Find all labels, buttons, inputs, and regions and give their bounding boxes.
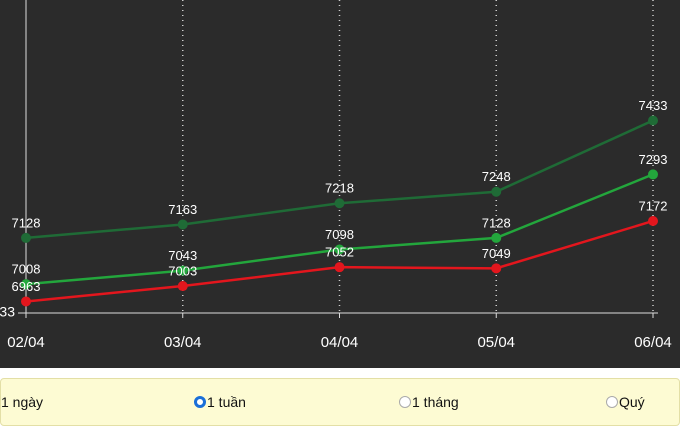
data-label: 7433 [639, 98, 668, 113]
radio[interactable] [194, 396, 206, 408]
data-label: 7052 [325, 245, 354, 260]
x-tick-label: 02/04 [7, 334, 45, 351]
chart-background [0, 0, 680, 368]
period-option[interactable]: 1 tuần [194, 394, 246, 410]
period-option[interactable]: Quý [606, 394, 645, 410]
data-point [491, 232, 502, 243]
data-point [491, 186, 502, 197]
data-label: 7098 [325, 227, 354, 242]
data-label: 7008 [12, 262, 41, 277]
data-point [177, 219, 188, 230]
data-point [648, 215, 658, 226]
data-label: 7043 [168, 248, 197, 263]
data-point [177, 281, 188, 292]
x-tick-label: 04/04 [321, 334, 359, 351]
option-label: Quý [619, 394, 645, 410]
data-label: 6963 [12, 279, 41, 294]
data-point [648, 115, 658, 126]
data-label: 7049 [482, 246, 511, 261]
data-label: 7293 [639, 152, 668, 167]
data-label: 7163 [168, 202, 197, 217]
chart: 33 02/04 03/04 04/04 05/04 06/04 7128 7163 7218 7… [0, 0, 680, 368]
radio[interactable] [399, 396, 411, 408]
data-point [334, 244, 345, 255]
option-label: 1 tuần [207, 394, 246, 410]
data-point [334, 262, 345, 273]
option-label: 1 ngày [1, 394, 44, 410]
period-option[interactable]: 1 tháng [399, 394, 459, 410]
y-tick-label: 33 [0, 304, 15, 320]
period-option[interactable]: 1 ngày [1, 394, 43, 410]
data-point [177, 265, 188, 276]
radio[interactable] [606, 396, 618, 408]
data-point [491, 263, 502, 274]
data-label: 7003 [168, 263, 197, 278]
data-point [648, 169, 658, 180]
period-selector: 1 ngày 1 tuần 1 tháng Quý [0, 378, 680, 426]
data-point [21, 279, 31, 290]
data-label: 7128 [482, 215, 511, 230]
data-label: 7172 [639, 198, 668, 213]
data-point [21, 232, 31, 243]
option-label: 1 tháng [412, 394, 459, 410]
data-point [21, 296, 31, 307]
data-label: 7128 [12, 215, 41, 230]
x-tick-label: 06/04 [634, 334, 672, 351]
data-label: 7218 [325, 181, 354, 196]
data-point [334, 198, 345, 209]
x-tick-label: 03/04 [164, 334, 202, 351]
x-tick-label: 05/04 [477, 334, 515, 351]
data-label: 7248 [482, 169, 511, 184]
